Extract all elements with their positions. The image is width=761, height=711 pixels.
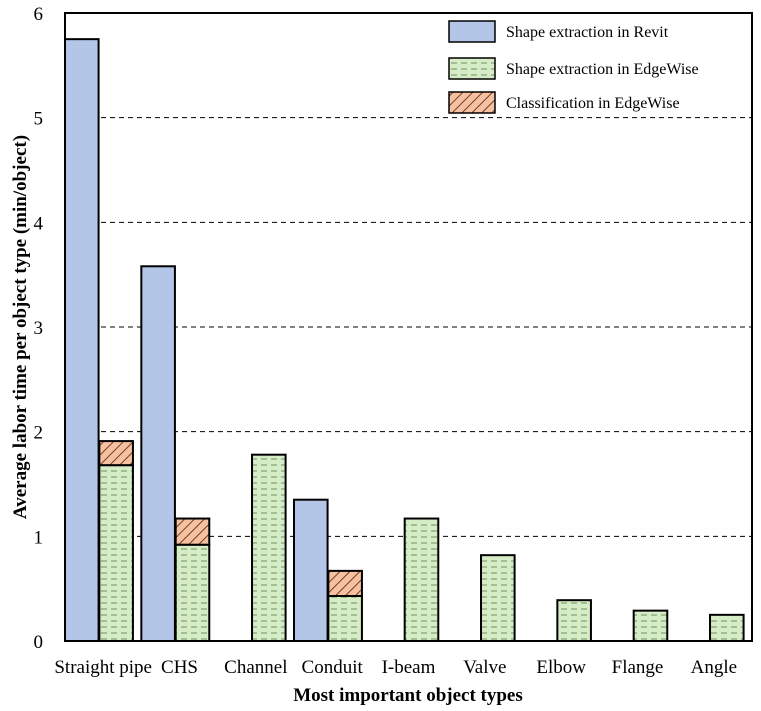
x-tick-label: Channel <box>224 657 287 678</box>
x-axis-ticks: Straight pipe CHS Channel Conduit I-beam Valv… <box>54 657 737 678</box>
y-tick-label: 3 <box>34 318 44 339</box>
y-tick-label: 2 <box>34 423 44 444</box>
legend-swatch-edgewise-classification <box>448 91 496 114</box>
x-tick-label: Elbow <box>536 657 586 678</box>
bar-edgewise-classification <box>98 440 134 467</box>
bar-edgewise-shape <box>327 594 363 643</box>
bar-edgewise-classification <box>174 517 211 546</box>
x-tick-label: Straight pipe <box>54 657 152 678</box>
y-axis-ticks: 0 1 2 3 4 5 6 <box>34 4 44 653</box>
y-tick-label: 4 <box>34 213 44 234</box>
legend-swatch-edgewise-shape <box>448 57 496 80</box>
y-tick-label: 1 <box>34 527 44 548</box>
legend-label-edgewise-classification: Classification in EdgeWise <box>506 95 680 112</box>
x-axis-title: Most important object types <box>293 685 523 706</box>
bar-edgewise-shape <box>632 609 669 642</box>
bar-edgewise-shape <box>98 464 134 642</box>
bar-edgewise-shape <box>480 554 516 643</box>
x-tick-label: Conduit <box>302 657 364 678</box>
x-tick-label: I-beam <box>382 657 436 678</box>
bar-edgewise-shape <box>174 543 211 642</box>
bar-revit-shape <box>64 38 100 642</box>
legend-swatch-revit <box>448 20 496 43</box>
legend: Shape extraction in Revit Shape extracti… <box>448 20 699 114</box>
bar-edgewise-shape <box>709 613 745 642</box>
legend-label-revit: Shape extraction in Revit <box>506 24 669 41</box>
y-tick-label: 5 <box>34 109 44 130</box>
bar-edgewise-shape <box>403 517 440 642</box>
x-tick-label: Valve <box>463 657 506 678</box>
bar-edgewise-classification <box>327 569 363 597</box>
x-tick-label: Angle <box>691 657 737 678</box>
plot-frame <box>64 12 753 642</box>
bars <box>64 38 745 643</box>
bar-revit-shape <box>140 265 176 642</box>
y-tick-label: 0 <box>34 632 44 653</box>
bar-edgewise-shape <box>556 599 592 642</box>
y-axis-title: Average labor time per object type (min/… <box>10 135 31 519</box>
legend-label-edgewise-shape: Shape extraction in EdgeWise <box>506 61 699 78</box>
bar-edgewise-shape <box>251 453 287 642</box>
x-tick-label: Flange <box>612 657 664 678</box>
y-tick-label: 6 <box>34 4 44 25</box>
bar-revit-shape <box>293 498 329 643</box>
x-tick-label: CHS <box>161 657 198 678</box>
